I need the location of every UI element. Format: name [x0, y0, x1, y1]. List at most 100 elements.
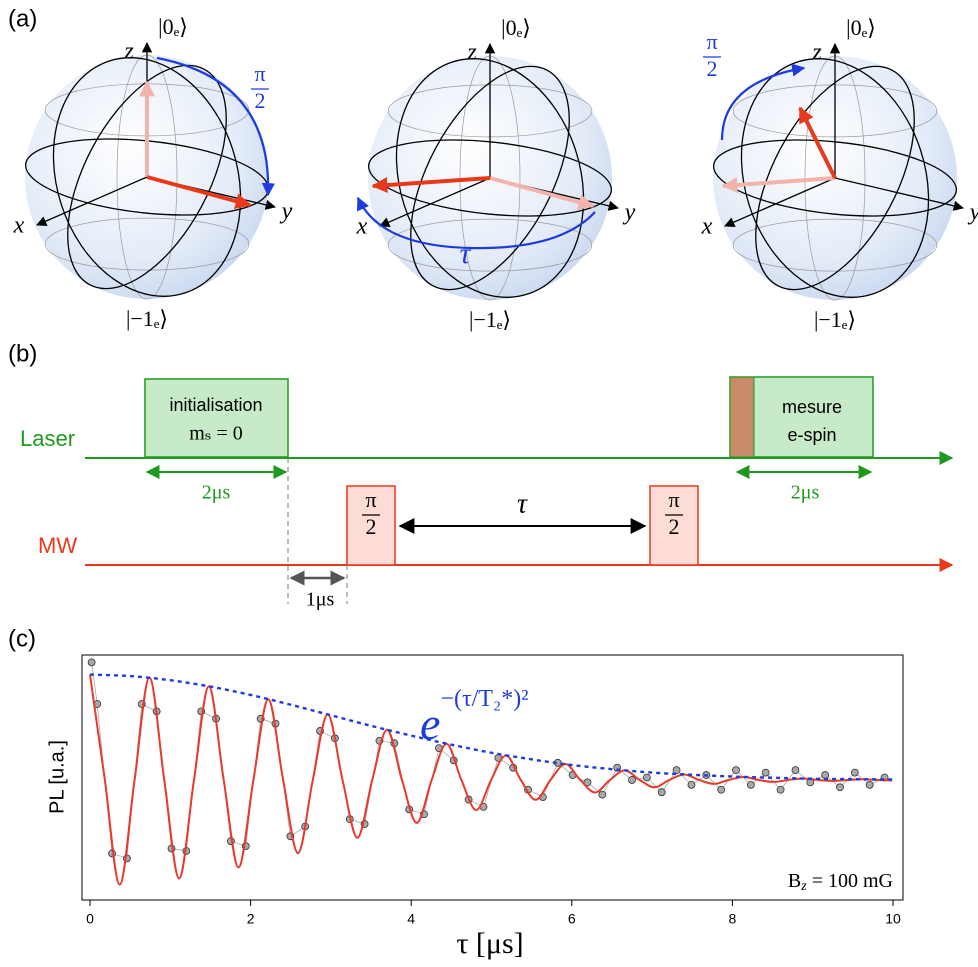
- axis-label: x: [13, 213, 25, 239]
- panel-label: (c): [8, 625, 36, 652]
- fraction-num: π: [706, 29, 717, 54]
- y-axis: [834, 177, 965, 211]
- data-point: [657, 788, 666, 797]
- data-point: [746, 780, 755, 789]
- axis-label: y: [968, 200, 978, 226]
- field-rest: = 100 mG: [807, 870, 893, 892]
- laser-label: Laser: [20, 426, 75, 451]
- duration-label: 2μs: [791, 482, 820, 504]
- fraction-den: 2: [255, 88, 266, 113]
- x-tick-label: 10: [885, 911, 901, 927]
- data-point: [850, 768, 859, 777]
- axis-label: z: [811, 40, 822, 66]
- gap-label: 1μs: [306, 589, 335, 611]
- bloch-sphere: z y x |0ₑ⟩ |−1ₑ⟩ π2: [701, 15, 978, 332]
- init-pulse: [144, 378, 289, 458]
- mw-pulse: [346, 485, 396, 566]
- envelope-formula: e−(τ/T₂*)²: [420, 686, 528, 749]
- data-point: [791, 766, 800, 775]
- init-text: mₛ = 0: [189, 423, 243, 445]
- init-text: initialisation: [169, 395, 262, 415]
- state-vector: [371, 176, 491, 193]
- pulse-sequence: Laser initialisation mₛ = 0 mesure e-spin 2μs…: [20, 376, 954, 611]
- axis-label: y: [623, 200, 636, 226]
- data-point: [732, 766, 740, 775]
- x-tick-label: 8: [729, 911, 737, 927]
- formula-exponent: −(τ/T₂*)²: [440, 686, 528, 712]
- faded-vector: [489, 176, 595, 210]
- data-point: [583, 778, 592, 787]
- data-point: [776, 785, 785, 794]
- state-vector: [146, 175, 252, 209]
- x-axis: [36, 176, 148, 227]
- envelope: [89, 673, 894, 781]
- axis-label: x: [356, 214, 368, 240]
- field-label: Bz = 100 mG: [788, 870, 893, 895]
- fraction-den: 2: [707, 56, 718, 81]
- plot-frame: [81, 654, 904, 901]
- formula-base: e: [420, 698, 440, 749]
- data-point: [761, 768, 770, 777]
- duration-label: 2μs: [202, 482, 231, 504]
- bloch-sphere: z y x |0ₑ⟩ |−1ₑ⟩ π2: [13, 14, 293, 331]
- field-sub: z: [800, 879, 807, 894]
- y-axis-label: PL [u.a.]: [46, 740, 68, 814]
- meridian: [52, 57, 242, 297]
- axis-label: y: [280, 199, 293, 225]
- x-tick-label: 4: [407, 911, 415, 927]
- mw-pulse: [649, 485, 699, 566]
- panel-label: (a): [8, 5, 37, 32]
- meridian: [410, 65, 570, 291]
- axis-label: z: [123, 39, 134, 65]
- x-axis-label: τ [μs]: [456, 927, 523, 960]
- fraction-den: 2: [669, 514, 680, 539]
- equator: [367, 139, 613, 217]
- fraction-num: π: [365, 487, 376, 512]
- state-label: |0ₑ⟩: [846, 15, 876, 40]
- panel-label: (b): [8, 340, 37, 367]
- measure-text: mesure: [782, 397, 842, 417]
- data-point: [865, 780, 874, 789]
- meridian: [740, 58, 930, 298]
- state-label: |−1ₑ⟩: [469, 307, 511, 332]
- rotation-arc: [356, 196, 596, 250]
- meridian: [755, 65, 915, 291]
- data-point: [87, 658, 96, 667]
- meridian: [67, 64, 227, 290]
- x-axis: [724, 177, 836, 228]
- state-label: |−1ₑ⟩: [814, 307, 856, 332]
- meridian: [395, 58, 585, 298]
- delay-label: τ: [517, 488, 528, 519]
- x-axis: [379, 177, 491, 228]
- measure-text: e-spin: [787, 425, 836, 445]
- x-tick-label: 6: [568, 911, 576, 927]
- x-tick-label: 2: [247, 911, 255, 927]
- data-point: [821, 771, 830, 779]
- state-label: |0ₑ⟩: [501, 15, 531, 40]
- data-point: [717, 785, 726, 794]
- faded-vector: [721, 176, 836, 193]
- measure-start: [729, 376, 755, 458]
- rotation-arc: [720, 63, 806, 141]
- axis-label: z: [466, 40, 477, 66]
- fraction-num: π: [254, 61, 265, 86]
- field-text: B: [788, 870, 801, 892]
- fraction-num: π: [668, 487, 679, 512]
- ramsey-plot: 0 2 4 6 8 10 τ [μs] PL [u.a.] e−(τ/T₂*)² Bz = 100…: [46, 654, 904, 960]
- data-point: [687, 780, 696, 789]
- axis-label: x: [701, 214, 713, 240]
- fit-curve: [89, 674, 893, 886]
- data-point: [672, 766, 681, 775]
- state-vector: [798, 106, 837, 179]
- bloch-sphere: z y x |0ₑ⟩ |−1ₑ⟩ τ: [356, 15, 636, 332]
- state-label: |0ₑ⟩: [158, 14, 188, 39]
- bloch-spheres: zyx|0ₑ⟩|−1ₑ⟩π2zyx|0ₑ⟩|−1ₑ⟩τzyx|0ₑ⟩|−1ₑ⟩π…: [13, 14, 978, 332]
- latitude: [44, 217, 250, 271]
- mw-label: MW: [38, 533, 77, 558]
- equator: [712, 139, 958, 217]
- rotation-arc: [156, 56, 276, 197]
- data-point: [836, 783, 844, 792]
- latitude: [387, 218, 593, 272]
- rotation-label: τ: [460, 237, 472, 270]
